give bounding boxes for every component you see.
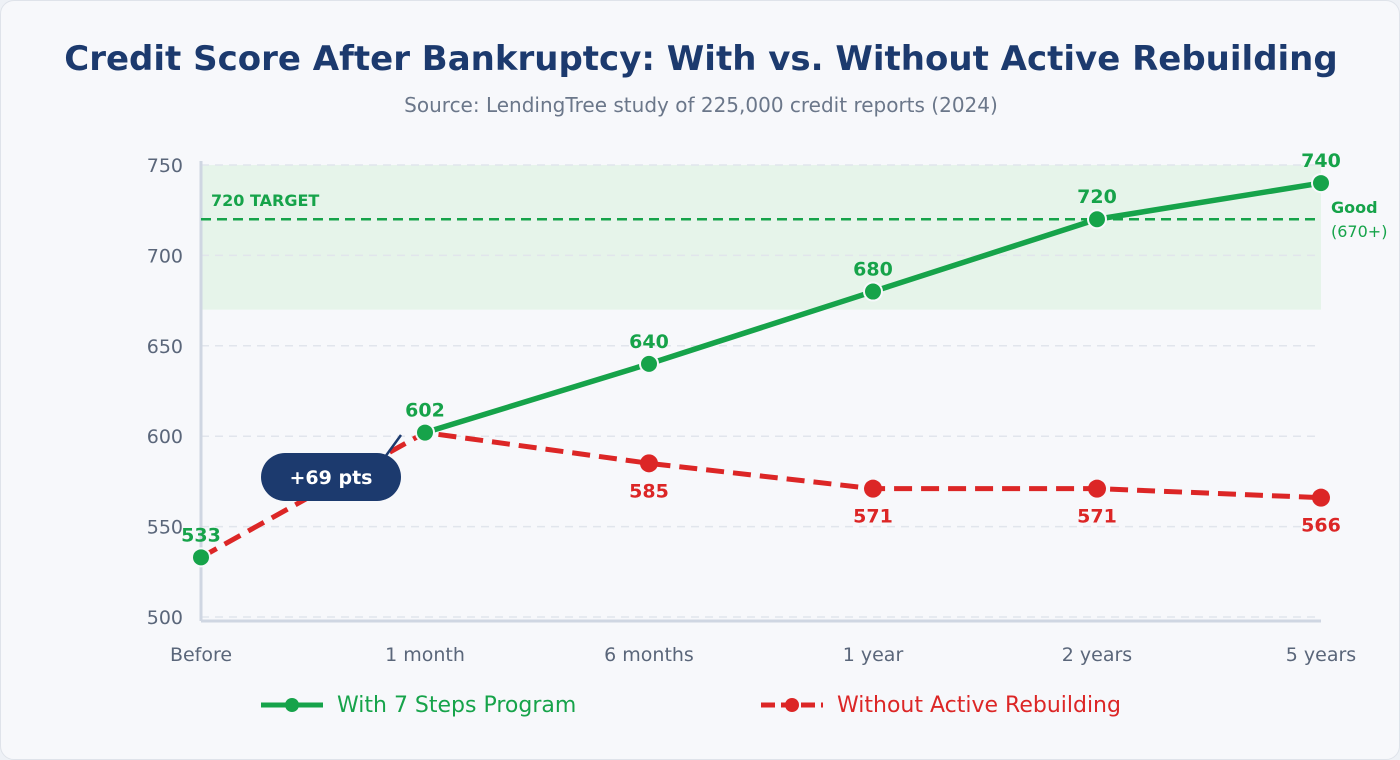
series-point-green [1311,173,1331,194]
data-label-red: 566 [1301,515,1341,537]
legend-item-red: Without Active Rebuilding [761,689,1121,721]
y-tick-label: 600 [147,426,183,448]
series-point-green [415,422,435,443]
data-label-green: 533 [181,524,221,546]
data-label-green: 680 [853,259,893,281]
callout-label: +69 pts [290,467,373,489]
series-point-red [1312,488,1330,507]
chart-subtitle: Source: LendingTree study of 225,000 cre… [404,93,998,117]
legend-swatch-red [761,698,823,712]
y-tick-label: 500 [147,607,183,629]
series-point-red [640,454,658,473]
data-label-red: 571 [853,506,893,528]
x-tick-label: 1 month [385,644,465,666]
series-line-red [199,430,1322,560]
x-tick-label: 5 years [1286,644,1356,666]
x-tick-label: 1 year [843,644,904,666]
series-point-green [1087,209,1107,230]
good-band [201,165,1321,310]
band-sublabel: (670+) [1331,222,1387,241]
legend-swatch-green [261,698,323,712]
data-label-green: 640 [629,331,669,353]
data-label-green: 602 [405,400,445,422]
data-label-green: 740 [1301,150,1341,172]
series-point-red [1088,479,1106,498]
y-tick-label: 750 [147,155,183,177]
y-tick-label: 650 [147,336,183,358]
y-tick-label: 550 [147,517,183,539]
legend-label-green: With 7 Steps Program [337,692,577,718]
x-tick-label: 6 months [604,644,694,666]
legend-item-green: With 7 Steps Program [261,689,576,721]
data-label-red: 571 [1077,506,1117,528]
series-point-green [639,353,659,374]
series-point-green [863,281,883,302]
chart-title: Credit Score After Bankruptcy: With vs. … [64,39,1338,79]
y-tick-label: 700 [147,245,183,267]
legend-label-red: Without Active Rebuilding [837,692,1121,718]
callout-badge [261,453,401,501]
callout-pointer [383,434,403,458]
data-label-red: 585 [629,480,669,502]
target-label: 720 TARGET [211,191,319,210]
x-tick-label: Before [170,644,232,666]
data-label-green: 720 [1077,186,1117,208]
series-point-red [864,479,882,498]
x-tick-label: 2 years [1062,644,1132,666]
series-point-green [191,547,211,568]
band-label: Good [1331,198,1378,217]
